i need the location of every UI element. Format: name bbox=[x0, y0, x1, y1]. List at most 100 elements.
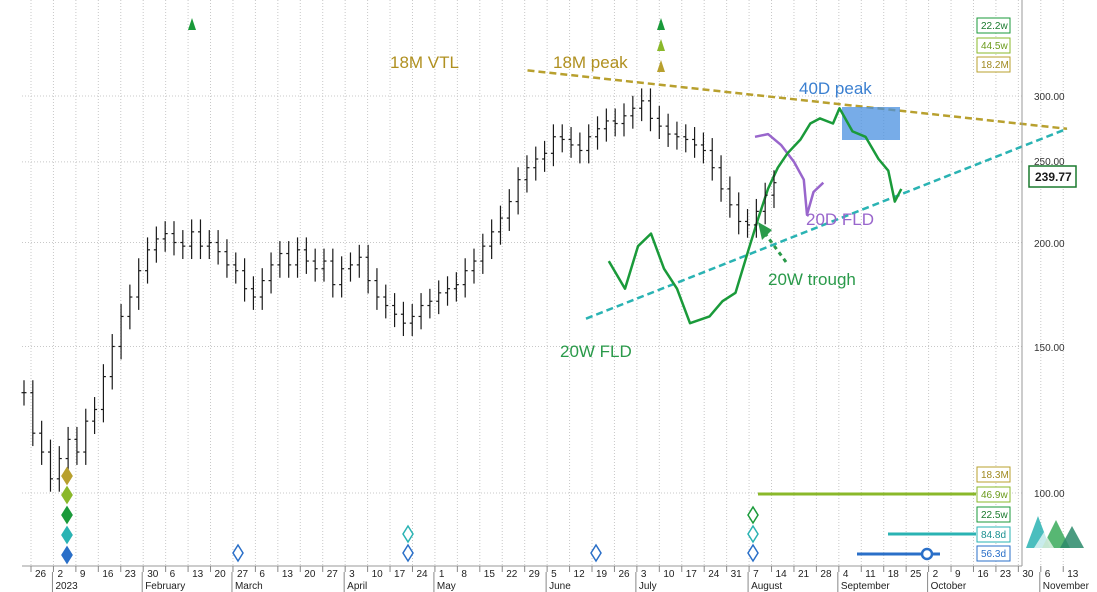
y-tick-label: 150.00 bbox=[1034, 343, 1065, 354]
x-tick-label: 20 bbox=[304, 569, 316, 580]
price-bar bbox=[453, 272, 459, 302]
x-tick-label: 13 bbox=[192, 569, 204, 580]
x-tick-label: 9 bbox=[80, 569, 86, 580]
price-bar bbox=[171, 221, 177, 256]
price-bar bbox=[109, 334, 115, 390]
current-price-label: 239.77 bbox=[1028, 165, 1077, 188]
x-tick-label: 1 bbox=[439, 569, 445, 580]
x-tick-label: 26 bbox=[35, 569, 47, 580]
price-bar bbox=[206, 230, 212, 260]
price-bar bbox=[277, 241, 283, 278]
price-bar bbox=[259, 268, 265, 310]
price-bar bbox=[74, 426, 80, 465]
price-bar bbox=[356, 244, 362, 278]
x-tick-label: 17 bbox=[394, 569, 406, 580]
month-label: June bbox=[549, 581, 571, 592]
x-tick-label: 23 bbox=[125, 569, 137, 580]
price-bar bbox=[630, 95, 636, 129]
price-bar bbox=[674, 121, 680, 150]
price-bar bbox=[480, 233, 486, 274]
price-bar bbox=[647, 88, 653, 132]
x-tick-label: 30 bbox=[1022, 569, 1034, 580]
svg-text:239.77: 239.77 bbox=[1035, 170, 1072, 184]
price-bar bbox=[515, 167, 521, 215]
trough-diamond-icon bbox=[61, 466, 73, 486]
rising-trendline bbox=[585, 127, 1068, 320]
price-bar bbox=[21, 380, 27, 406]
annotation-20d-fld: 20D FLD bbox=[806, 210, 874, 229]
price-bar bbox=[136, 258, 142, 310]
price-bar bbox=[692, 127, 698, 158]
x-tick-label: 23 bbox=[1000, 569, 1012, 580]
x-tick-label: 3 bbox=[349, 569, 355, 580]
trough-diamond-icon bbox=[232, 543, 244, 563]
price-bar bbox=[436, 280, 442, 315]
price-bar bbox=[595, 116, 601, 150]
x-tick-label: 6 bbox=[170, 569, 176, 580]
trough-diamond-icon bbox=[590, 543, 602, 563]
x-tick-label: 18 bbox=[888, 569, 900, 580]
price-bar bbox=[30, 380, 36, 447]
trough-diamond-icon bbox=[61, 545, 73, 565]
price-bar bbox=[65, 426, 71, 472]
price-bar bbox=[524, 155, 530, 193]
price-bar bbox=[145, 237, 151, 284]
cycle-box-18-2m: 18.2M bbox=[976, 56, 1011, 73]
price-bar bbox=[665, 113, 671, 147]
price-bar bbox=[621, 103, 627, 137]
trough-diamond-icon bbox=[402, 543, 414, 563]
x-tick-label: 24 bbox=[416, 569, 428, 580]
price-bar bbox=[321, 248, 327, 282]
vtl-trendline bbox=[527, 69, 1068, 131]
trough-diamond-icon bbox=[747, 524, 759, 544]
cycle-box-18-3m: 18.3M bbox=[976, 466, 1011, 483]
price-bar bbox=[100, 364, 106, 423]
peak-triangle-icon bbox=[657, 18, 665, 30]
peak-box-40d bbox=[842, 107, 900, 140]
trough-arrow-head bbox=[758, 222, 772, 240]
price-bar bbox=[92, 397, 98, 435]
price-bar bbox=[242, 258, 248, 302]
x-tick-label: 15 bbox=[484, 569, 496, 580]
cycle-box-panel: 22.2w 44.5w 18.2M 18.3M 46.9w 22.5w 84.8… bbox=[976, 17, 1011, 562]
price-bar bbox=[39, 420, 45, 465]
month-label: November bbox=[1043, 581, 1090, 592]
x-tick-label: 8 bbox=[461, 569, 467, 580]
x-tick-label: 5 bbox=[551, 569, 557, 580]
trough-diamond-icon bbox=[402, 524, 414, 544]
grid bbox=[22, 0, 1064, 566]
price-bar bbox=[727, 176, 733, 218]
y-tick-label: 200.00 bbox=[1034, 239, 1065, 250]
x-tick-label: 16 bbox=[977, 569, 989, 580]
price-bar bbox=[568, 127, 574, 158]
x-tick-label: 25 bbox=[910, 569, 922, 580]
svg-text:18.3M: 18.3M bbox=[981, 470, 1009, 481]
price-bar bbox=[233, 252, 239, 284]
price-bar bbox=[286, 241, 292, 278]
annotation-18m-peak: 18M peak bbox=[553, 53, 628, 72]
price-bar bbox=[542, 140, 548, 172]
x-tick-label: 7 bbox=[753, 569, 759, 580]
price-bar bbox=[374, 268, 380, 310]
svg-text:22.5w: 22.5w bbox=[981, 510, 1008, 521]
annotation-40d-peak: 40D peak bbox=[799, 79, 872, 98]
peak-triangle-icon bbox=[657, 60, 665, 72]
x-tick-label: 26 bbox=[618, 569, 630, 580]
price-bar bbox=[347, 252, 353, 282]
x-tick-label: 27 bbox=[327, 569, 339, 580]
trough-diamond-icon bbox=[747, 543, 759, 563]
price-bar bbox=[127, 284, 133, 330]
trough-diamond-icon bbox=[747, 505, 759, 525]
price-bar bbox=[339, 256, 345, 298]
month-label: May bbox=[437, 581, 456, 592]
trough-diamond-icon bbox=[61, 505, 73, 525]
price-bar bbox=[47, 439, 53, 492]
x-tick-label: 6 bbox=[259, 569, 265, 580]
price-bar bbox=[197, 219, 203, 260]
cycle-box-22-5w: 22.5w bbox=[976, 506, 1011, 523]
price-bar bbox=[736, 192, 742, 235]
svg-text:44.5w: 44.5w bbox=[981, 41, 1008, 52]
x-tick-label: 28 bbox=[820, 569, 832, 580]
svg-text:84.8d: 84.8d bbox=[981, 530, 1006, 541]
